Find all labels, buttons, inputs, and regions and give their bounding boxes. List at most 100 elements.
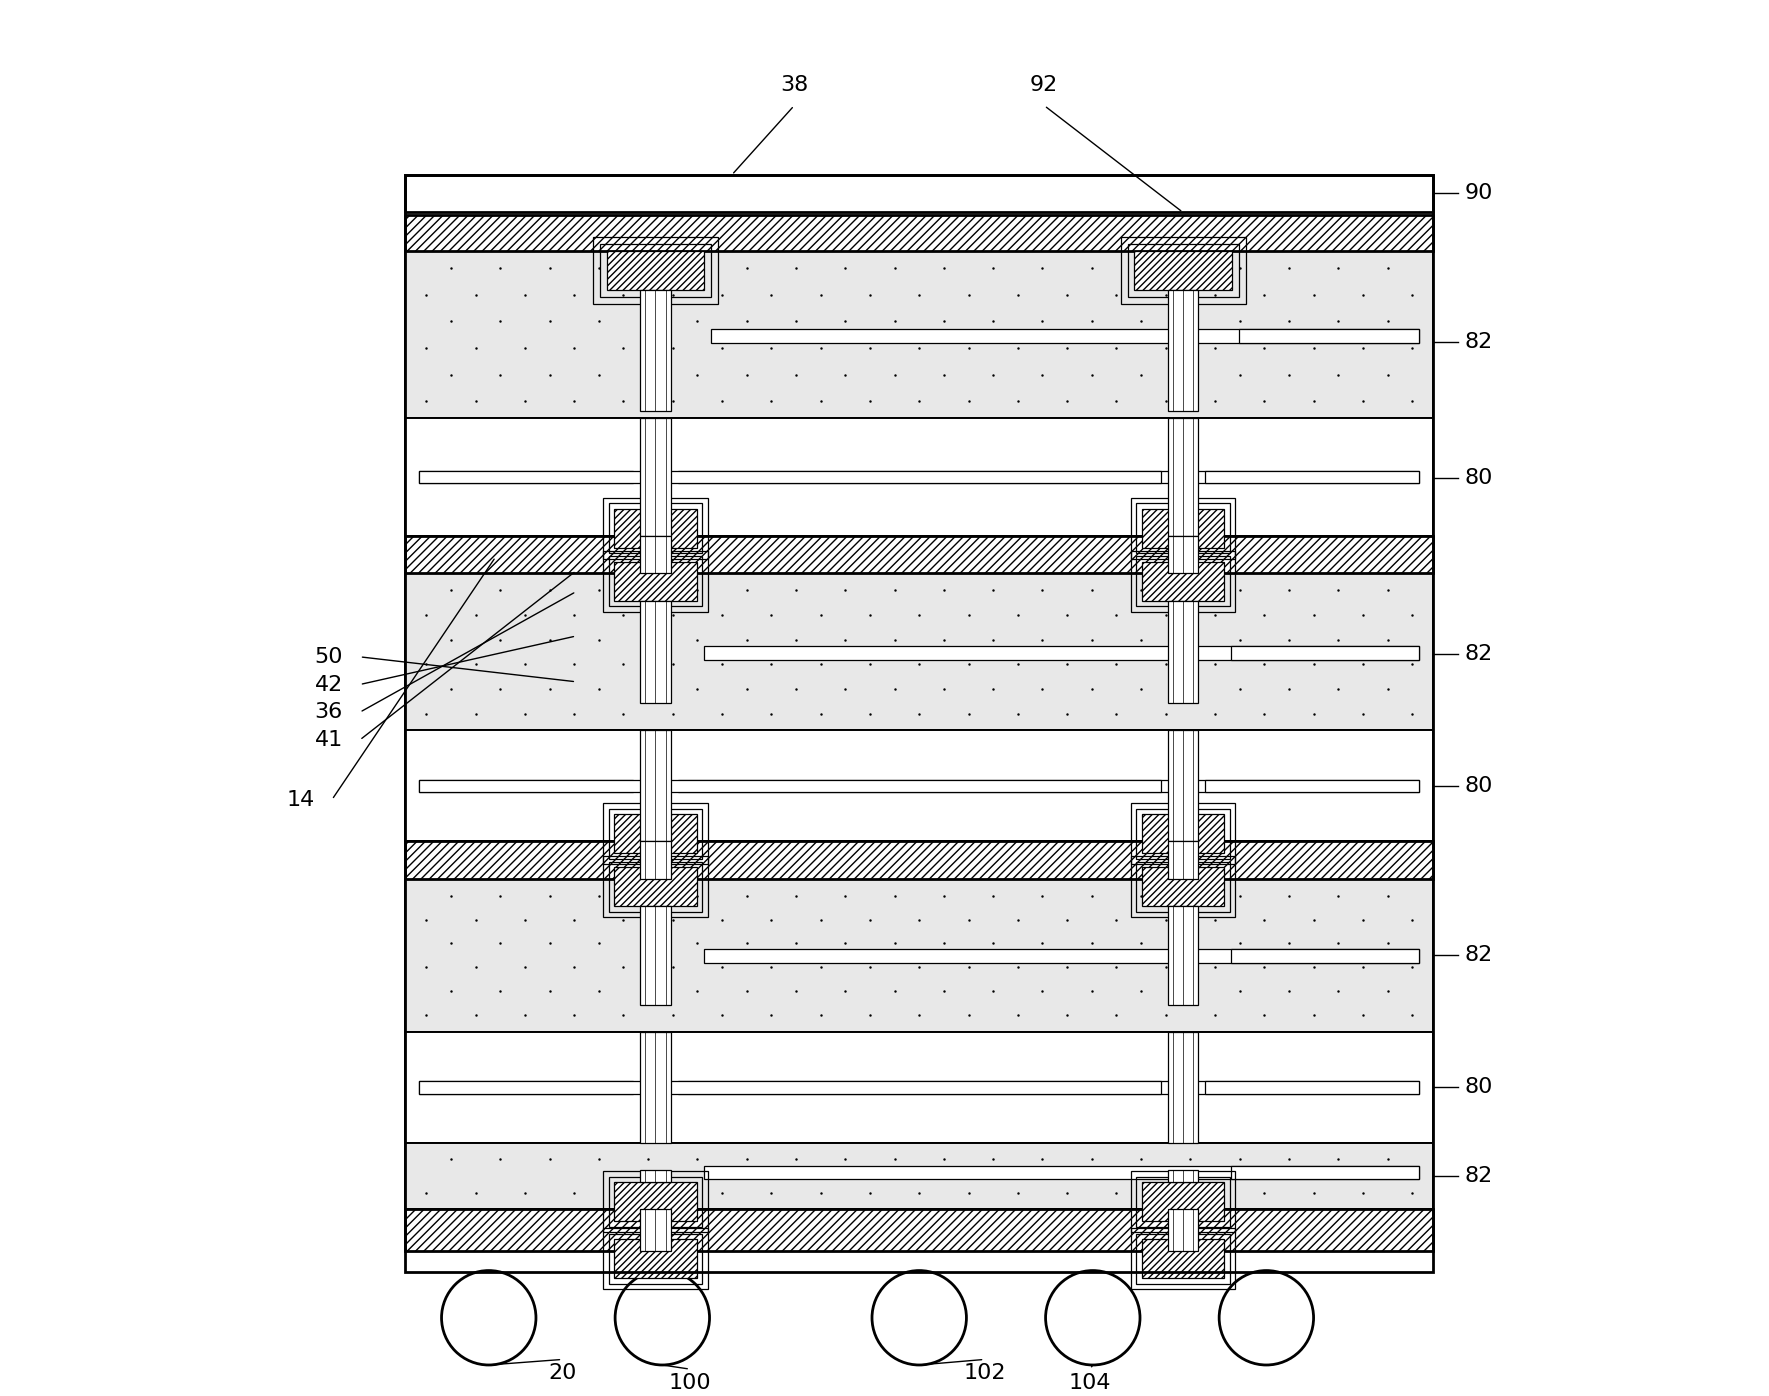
Bar [1238,329,1419,343]
Text: 41: 41 [315,730,343,750]
Bar [1136,1177,1229,1227]
Bar [1136,808,1229,859]
Bar [405,174,1433,1272]
Bar [609,861,702,912]
Bar [405,215,1433,251]
Bar [405,417,1433,536]
Bar [1136,861,1229,912]
Bar [640,290,670,410]
Bar [1141,561,1224,600]
Bar [614,508,697,547]
Bar [614,1240,697,1279]
Bar [1136,503,1229,553]
Bar [609,1177,702,1227]
Bar [1168,536,1198,574]
Text: 14: 14 [287,790,315,810]
Bar [1120,237,1245,304]
Bar [405,842,1433,879]
Bar [1168,600,1198,704]
Bar [1168,290,1198,410]
Bar [603,803,708,864]
Bar [1130,550,1235,611]
Bar [678,1081,1419,1093]
Bar [405,574,1433,730]
Bar [614,1182,697,1222]
Bar [607,251,704,290]
Bar [640,1032,670,1143]
Bar [405,879,1433,1032]
Bar [640,417,670,536]
Bar [405,730,1433,842]
Bar [603,1171,708,1233]
Bar [1231,1166,1419,1180]
Bar [1168,417,1198,536]
Bar [1168,730,1198,842]
Bar [678,780,1419,792]
Text: 100: 100 [669,1374,711,1393]
Bar [704,646,1419,660]
Bar [1141,1240,1224,1279]
Bar [640,906,670,1005]
Bar [1141,867,1224,906]
Bar [1130,1228,1235,1290]
Text: 82: 82 [1465,945,1493,966]
Bar [603,856,708,917]
Bar [704,949,1419,963]
Text: 42: 42 [315,674,343,695]
Bar [1168,1170,1198,1182]
Bar [419,470,633,483]
Bar [1130,856,1235,917]
Bar [1168,1032,1198,1143]
Bar [1168,842,1198,879]
Bar [1205,1081,1419,1093]
Text: 102: 102 [964,1364,1007,1383]
Bar [1141,508,1224,547]
Bar [419,470,1160,483]
Bar [609,503,702,553]
Bar [1136,556,1229,606]
Text: 82: 82 [1465,644,1493,664]
Bar [1136,1234,1229,1284]
Bar [609,1234,702,1284]
Text: 50: 50 [315,646,343,667]
Bar [405,1143,1433,1209]
Bar [640,730,670,842]
Text: 80: 80 [1465,1078,1493,1097]
Bar [1168,1209,1198,1251]
Text: 90: 90 [1465,183,1493,202]
Bar [603,550,708,611]
Text: 82: 82 [1465,332,1493,352]
Bar [1130,1171,1235,1233]
Bar [405,536,1433,574]
Bar [419,1081,1160,1093]
Bar [1231,646,1419,660]
Bar [640,600,670,704]
Bar [1231,949,1419,963]
Bar [405,174,1433,212]
Text: 80: 80 [1465,468,1493,487]
Bar [1141,814,1224,853]
Bar [678,470,1419,483]
Bar [640,842,670,879]
Bar [1168,906,1198,1005]
Text: 36: 36 [315,702,343,722]
Text: 92: 92 [1030,75,1058,95]
Bar [593,237,718,304]
Bar [1205,780,1419,792]
Text: 82: 82 [1465,1166,1493,1187]
Bar [405,251,1433,417]
Bar [1141,1182,1224,1222]
Bar [614,867,697,906]
Bar [419,1081,633,1093]
Bar [614,561,697,600]
Bar [711,329,1419,343]
Bar [1205,470,1419,483]
Bar [1127,244,1238,297]
Bar [640,536,670,574]
Text: 104: 104 [1068,1374,1111,1393]
Bar [419,780,633,792]
Bar [405,1032,1433,1143]
Bar [419,780,1160,792]
Bar [1130,497,1235,558]
Bar [640,1170,670,1182]
